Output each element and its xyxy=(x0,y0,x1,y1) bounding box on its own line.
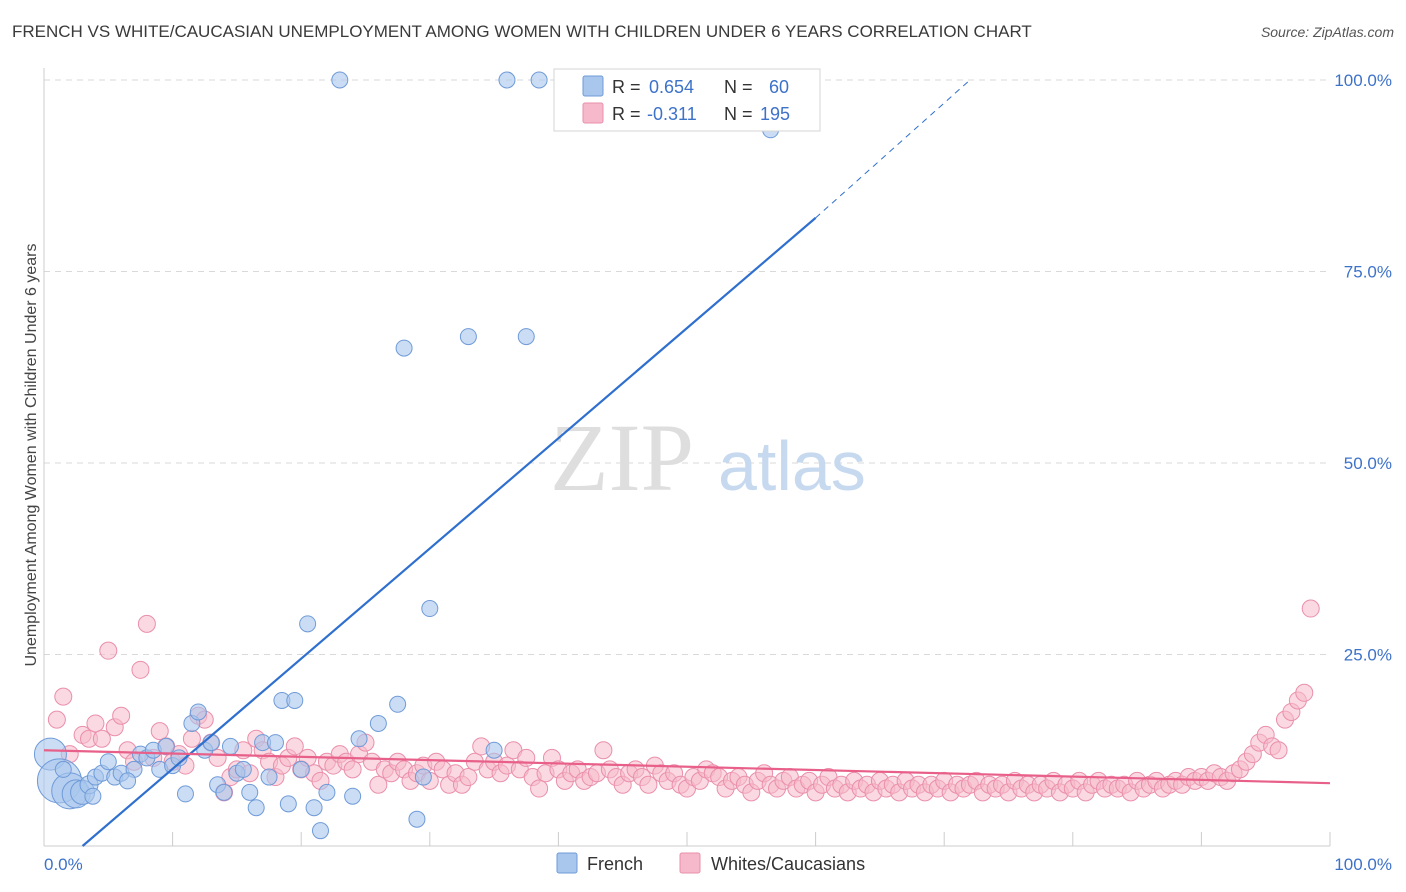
point-whites xyxy=(54,687,73,706)
point-whites xyxy=(459,768,478,787)
point-french xyxy=(369,714,387,732)
watermark: ZIP atlas xyxy=(550,404,866,511)
point-french xyxy=(189,703,207,721)
watermark-atlas: atlas xyxy=(718,427,866,505)
point-whites xyxy=(131,660,150,679)
trend-layer xyxy=(43,79,1331,847)
point-french xyxy=(176,785,194,803)
legend-n-value-french: 60 xyxy=(769,77,789,97)
point-french xyxy=(84,787,102,805)
point-whites xyxy=(530,779,549,798)
point-whites xyxy=(594,741,613,760)
point-french xyxy=(241,783,259,801)
y-tick-label: 25.0% xyxy=(1344,646,1392,665)
y-tick-label: 100.0% xyxy=(1334,71,1392,90)
point-whites xyxy=(369,775,388,794)
point-whites xyxy=(182,729,201,748)
point-french xyxy=(311,822,329,840)
point-french xyxy=(414,768,432,786)
point-french xyxy=(292,760,310,778)
point-whites xyxy=(285,737,304,756)
point-french xyxy=(99,753,117,771)
point-whites xyxy=(517,748,536,767)
point-whites xyxy=(1295,683,1314,702)
bottom-legend-label-whites: Whites/Caucasians xyxy=(711,854,865,874)
bottom-legend-swatch-french xyxy=(556,852,578,874)
x-tick-label-min: 0.0% xyxy=(44,855,83,874)
y-axis-label: Unemployment Among Women with Children U… xyxy=(23,243,40,666)
point-french xyxy=(331,71,349,89)
point-french xyxy=(318,783,336,801)
watermark-zip: ZIP xyxy=(550,404,694,511)
point-french xyxy=(119,772,137,790)
x-tick-label-max: 100.0% xyxy=(1334,855,1392,874)
points-french xyxy=(33,71,780,840)
point-french xyxy=(517,328,535,346)
chart-source: Source: ZipAtlas.com xyxy=(1260,24,1394,40)
point-french xyxy=(395,339,413,357)
point-french xyxy=(389,695,407,713)
point-whites xyxy=(92,729,111,748)
point-french xyxy=(247,799,265,817)
point-french xyxy=(459,328,477,346)
y-tick-label: 75.0% xyxy=(1344,263,1392,282)
point-whites xyxy=(137,614,156,633)
bottom-legend: French Whites/Caucasians xyxy=(556,852,865,874)
grid-layer xyxy=(44,79,1330,655)
point-french xyxy=(350,730,368,748)
legend-swatch-french xyxy=(582,75,604,97)
point-french xyxy=(408,810,426,828)
y-tick-label: 50.0% xyxy=(1344,454,1392,473)
point-french xyxy=(279,795,297,813)
ticks-layer: 25.0% 50.0% 75.0% 100.0% 0.0% 100.0% xyxy=(44,71,1392,874)
point-french xyxy=(266,734,284,752)
point-whites xyxy=(343,760,362,779)
legend-n-label-french: N = xyxy=(724,77,753,97)
trendline-french xyxy=(81,217,817,847)
point-french xyxy=(157,737,175,755)
bottom-legend-swatch-whites xyxy=(679,852,701,874)
legend-r-label-french: R = xyxy=(612,77,641,97)
legend-r-value-whites: -0.311 xyxy=(647,104,697,124)
axes-layer xyxy=(43,68,1331,847)
trendline-french-extension xyxy=(815,79,971,219)
legend-n-value-whites: 195 xyxy=(760,104,790,124)
point-french xyxy=(54,760,72,778)
point-french xyxy=(530,71,548,89)
point-french xyxy=(260,768,278,786)
point-french xyxy=(305,799,323,817)
point-french xyxy=(286,691,304,709)
point-whites xyxy=(1269,741,1288,760)
point-whites xyxy=(639,775,658,794)
legend-r-label-whites: R = xyxy=(612,104,641,124)
point-whites xyxy=(150,722,169,741)
point-french xyxy=(344,787,362,805)
point-french xyxy=(234,760,252,778)
legend-swatch-whites xyxy=(582,102,604,124)
point-french xyxy=(299,615,317,633)
point-french xyxy=(221,737,239,755)
trendline-whites xyxy=(43,749,1331,785)
point-french xyxy=(485,741,503,759)
legend-box: R = 0.654 N = 60 R = -0.311 N = 195 xyxy=(553,68,821,132)
legend-r-value-french: 0.654 xyxy=(649,77,694,97)
point-whites xyxy=(47,710,66,729)
chart-title: FRENCH VS WHITE/CAUCASIAN UNEMPLOYMENT A… xyxy=(12,22,1032,41)
point-whites xyxy=(86,714,105,733)
point-french xyxy=(421,600,439,618)
point-french xyxy=(215,783,233,801)
point-whites xyxy=(99,641,118,660)
points-whites-caucasians xyxy=(47,599,1320,802)
point-french xyxy=(498,71,516,89)
point-whites xyxy=(112,706,131,725)
legend-n-label-whites: N = xyxy=(724,104,753,124)
bottom-legend-label-french: French xyxy=(587,854,643,874)
point-whites xyxy=(1301,599,1320,618)
